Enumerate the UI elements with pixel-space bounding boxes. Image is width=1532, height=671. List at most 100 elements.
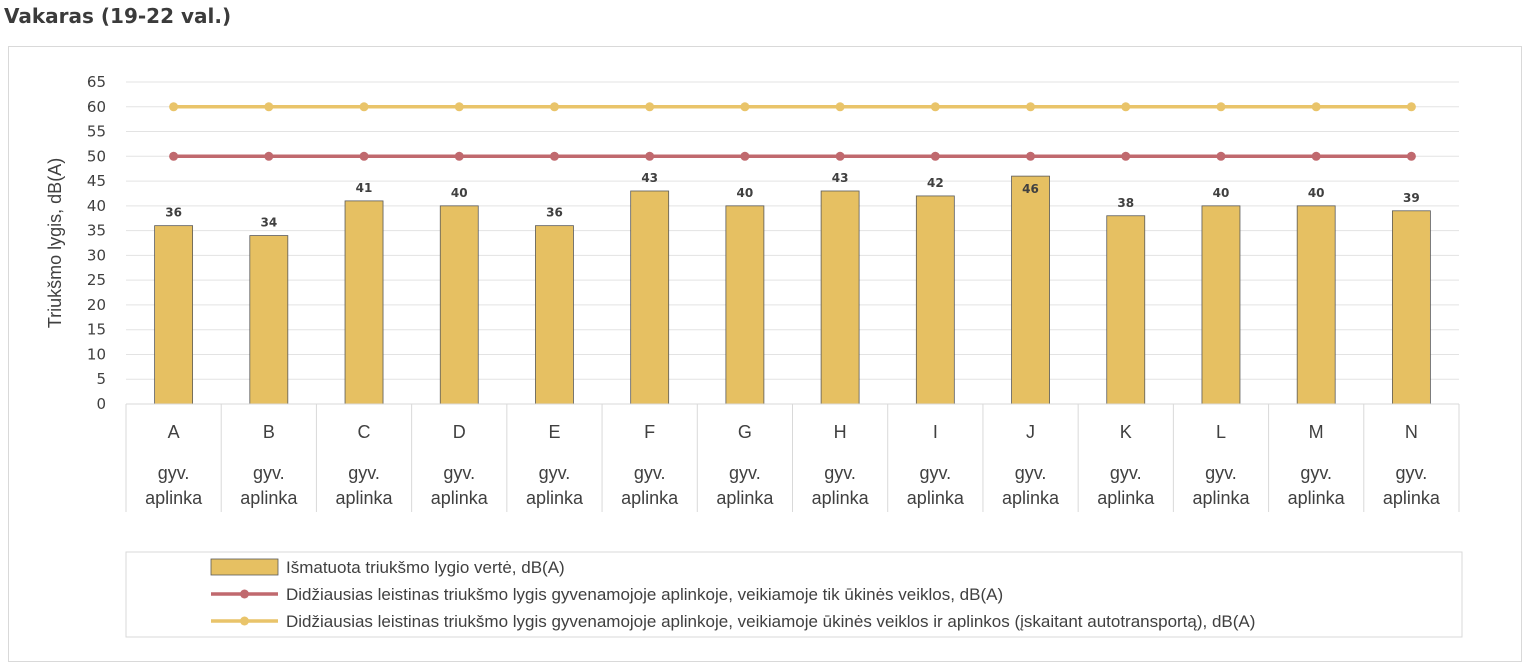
data-label-N: 39: [1403, 191, 1420, 205]
page-title: Vakaras (19-22 val.): [4, 4, 232, 28]
chart-svg: 0 5 10 15 20 25 30 35 40 45 50 55 60 65 Triukšmo lygis…: [45, 73, 1463, 638]
limit-marker: [1026, 102, 1036, 112]
data-label-H: 43: [832, 171, 849, 185]
limit-marker: [1311, 102, 1321, 112]
limit-lines: [169, 102, 1416, 161]
limit-marker: [1026, 151, 1036, 161]
x-tick-sublabel: aplinka: [526, 488, 584, 508]
limit-marker: [740, 151, 750, 161]
chart-frame: 0 5 10 15 20 25 30 35 40 45 50 55 60 65 Triukšmo lygis…: [8, 46, 1522, 662]
legend-label-measured: Išmatuota triukšmo lygio vertė, dB(A): [286, 558, 565, 577]
x-tick-label: D: [453, 422, 466, 442]
y-tick-label: 5: [96, 370, 106, 388]
data-label-C: 41: [356, 181, 373, 195]
bar-N: [1391, 210, 1431, 405]
x-tick-label: G: [738, 422, 752, 442]
x-tick-sublabel: aplinka: [1288, 488, 1346, 508]
y-tick-label: 60: [87, 98, 106, 116]
data-label-M: 40: [1308, 186, 1325, 200]
x-tick-sublabel: aplinka: [145, 488, 203, 508]
x-tick-sublabel: aplinka: [812, 488, 870, 508]
y-tick-label: 50: [87, 147, 106, 165]
limit-marker: [835, 102, 845, 112]
limit-marker: [930, 102, 940, 112]
y-tick-label: 45: [87, 172, 106, 190]
x-tick-label: A: [168, 422, 180, 442]
data-label-D: 40: [451, 186, 468, 200]
y-tick-label: 15: [87, 321, 106, 339]
y-tick-label: 55: [87, 123, 106, 141]
x-tick-sublabel: aplinka: [1097, 488, 1155, 508]
bar-D: [439, 205, 479, 405]
x-tick-sublabel: aplinka: [1002, 488, 1060, 508]
data-label-G: 40: [737, 186, 754, 200]
limit-marker: [359, 151, 369, 161]
bar-A: [154, 225, 194, 405]
limit-marker: [1216, 102, 1226, 112]
x-tick-label: N: [1405, 422, 1418, 442]
data-label-F: 43: [641, 171, 658, 185]
x-tick-sublabel: aplinka: [336, 488, 394, 508]
x-tick-label: I: [933, 422, 938, 442]
x-tick-sublabel: gyv.: [1110, 463, 1142, 483]
limit-marker: [1311, 151, 1321, 161]
limit-marker: [454, 102, 464, 112]
limit-marker: [1121, 151, 1131, 161]
legend-swatch-bar: [210, 558, 279, 576]
bar-K: [1106, 215, 1146, 405]
x-tick-sublabel: gyv.: [443, 463, 475, 483]
y-tick-label: 0: [96, 395, 106, 413]
legend-swatch-marker: [240, 616, 249, 626]
y-tick-label: 40: [87, 197, 106, 215]
x-tick-label: K: [1120, 422, 1132, 442]
legend-box: [125, 551, 1463, 638]
bar-E: [535, 225, 574, 405]
x-tick-sublabel: gyv.: [348, 463, 380, 483]
y-tick-label: 20: [87, 296, 106, 314]
bar-J: [1011, 175, 1050, 405]
data-labels: 36 34 41 40 36 43 40 43 42 46 38 40 40 39: [165, 171, 1419, 230]
limit-marker: [359, 102, 369, 112]
data-label-L: 40: [1213, 186, 1230, 200]
gridlines: [126, 81, 1459, 380]
data-label-K: 38: [1117, 196, 1134, 210]
bar-I: [915, 195, 955, 405]
bar-F: [630, 190, 670, 405]
x-tick-sublabel: aplinka: [431, 488, 489, 508]
x-tick-sublabel: gyv.: [539, 463, 571, 483]
y-axis-label: Triukšmo lygis, dB(A): [45, 158, 65, 328]
bar-G: [725, 205, 765, 405]
limit-marker: [1406, 102, 1416, 112]
x-tick-sublabel: gyv.: [634, 463, 666, 483]
x-tick-sublabel: aplinka: [621, 488, 679, 508]
x-tick-sublabel: aplinka: [907, 488, 965, 508]
bar-H: [820, 190, 860, 405]
limit-marker: [264, 102, 274, 112]
bar-L: [1201, 205, 1241, 405]
data-label-A: 36: [165, 206, 182, 220]
limit-marker: [740, 102, 750, 112]
y-tick-label: 65: [87, 73, 106, 91]
limit-marker: [835, 151, 845, 161]
limit-marker: [549, 102, 559, 112]
x-tick-sublabel: gyv.: [1205, 463, 1237, 483]
data-label-I: 42: [927, 176, 944, 190]
x-tick-label: H: [834, 422, 847, 442]
y-tick-label: 10: [87, 345, 106, 363]
y-tick-label: 30: [87, 246, 106, 264]
legend-swatch-marker: [240, 589, 249, 599]
limit-marker: [549, 151, 559, 161]
limit-marker: [264, 151, 274, 161]
data-label-B: 34: [260, 216, 277, 230]
x-tick-sublabel: aplinka: [240, 488, 298, 508]
x-tick-label: J: [1026, 422, 1035, 442]
data-label-J: 46: [1022, 182, 1039, 196]
x-tick-sublabel: gyv.: [158, 463, 190, 483]
x-tick-label: C: [358, 422, 371, 442]
limit-marker: [930, 151, 940, 161]
x-tick-sublabel: gyv.: [824, 463, 856, 483]
x-tick-label: L: [1216, 422, 1226, 442]
bar-M: [1296, 205, 1336, 405]
legend-label-limit-60: Didžiausias leistinas triukšmo lygis gyv…: [286, 612, 1255, 631]
x-tick-sublabel: gyv.: [253, 463, 285, 483]
